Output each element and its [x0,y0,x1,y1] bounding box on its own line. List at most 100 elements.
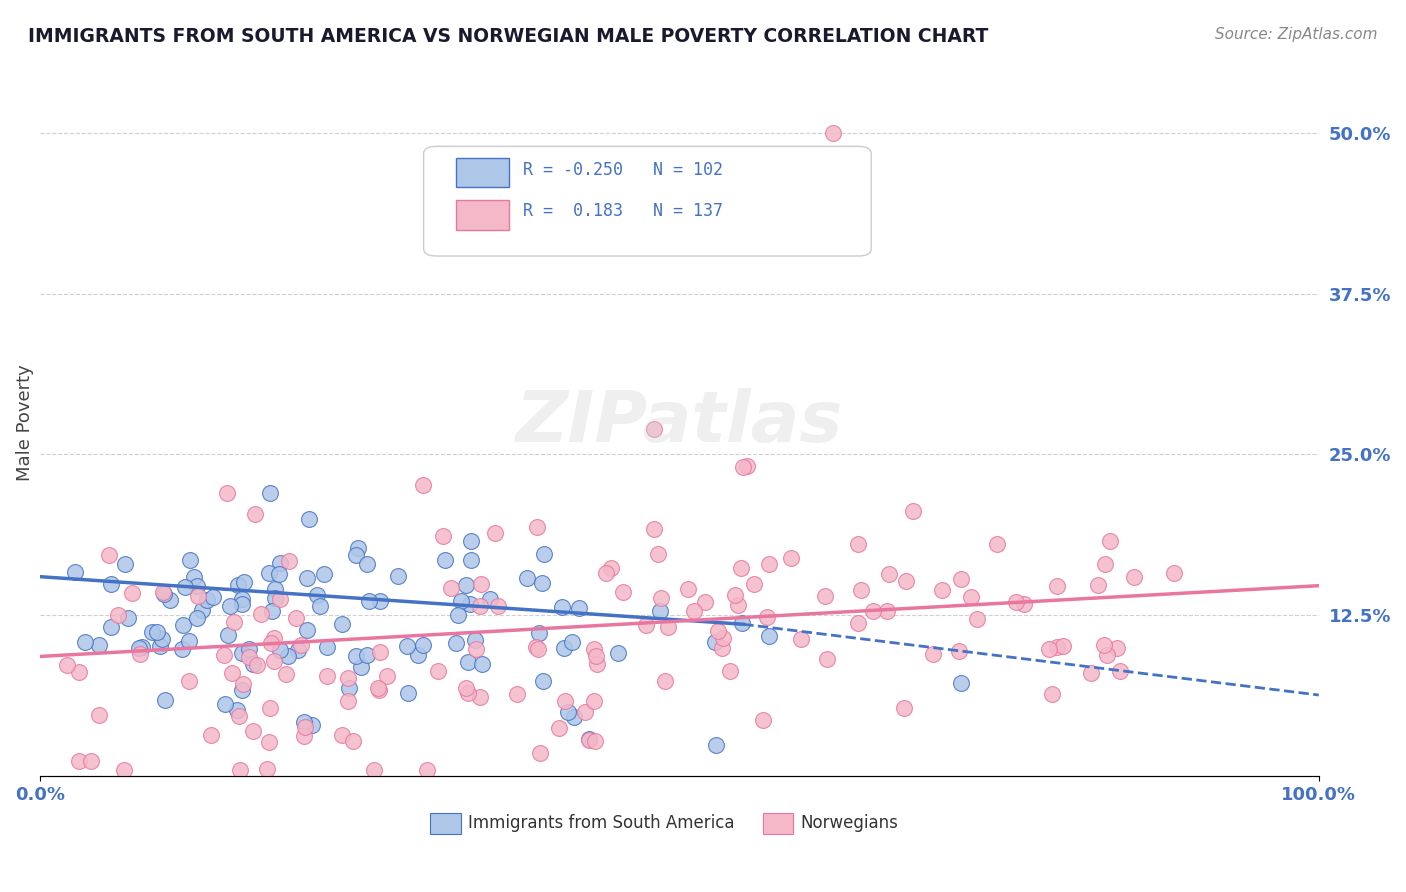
Point [780,551,803,566]
Point [950,572,973,586]
Point [314,567,336,582]
Text: R =  0.183   N = 137: R = 0.183 N = 137 [523,202,723,219]
Point [337,681,360,695]
Point [654,673,676,688]
Point [75,635,97,649]
Point [121,586,143,600]
Point [201,590,224,604]
Point [582,642,605,657]
Point [297,571,319,585]
Point [550,599,572,614]
Point [183,570,205,584]
Point [1012,597,1035,611]
Point [484,526,506,541]
Point [901,504,924,518]
Point [292,714,315,729]
Point [396,639,419,653]
Point [557,706,579,720]
Point [470,577,492,591]
Point [526,642,548,657]
Text: Immigrants from South America: Immigrants from South America [468,814,735,832]
Point [367,681,389,695]
Point [100,576,122,591]
Point [657,620,679,634]
Point [412,638,434,652]
Point [67,755,90,769]
Point [347,541,370,556]
Point [704,738,727,752]
Point [582,694,605,708]
Point [471,657,494,671]
Point [731,615,754,630]
Point [260,604,283,618]
Point [578,733,600,747]
Point [305,588,328,602]
Point [950,676,973,690]
Point [229,763,252,777]
Point [368,645,391,659]
Point [257,566,280,580]
Point [231,646,253,660]
Point [259,701,281,715]
Point [527,625,550,640]
Point [650,604,672,618]
Point [215,485,238,500]
Point [464,632,486,647]
Point [458,597,481,611]
Point [231,683,253,698]
Point [846,615,869,630]
Point [752,713,775,727]
Point [217,628,239,642]
Point [561,635,583,649]
Point [921,648,943,662]
Point [278,554,301,568]
Point [470,599,492,613]
Point [1163,566,1185,580]
Point [290,638,312,652]
Point [682,604,704,618]
Point [246,657,269,672]
Point [179,553,201,567]
Point [242,657,264,671]
Point [548,721,571,735]
Point [612,584,634,599]
Bar [456,200,509,230]
Point [344,548,367,562]
Point [269,556,291,570]
Point [342,734,364,748]
Point [876,604,898,618]
Point [226,578,249,592]
Point [718,664,741,678]
Point [242,724,264,739]
Point [1095,648,1118,663]
Point [1092,638,1115,652]
Point [128,640,150,655]
Point [179,633,201,648]
Point [191,603,214,617]
Point [387,569,409,583]
Point [173,580,195,594]
Text: ZIPatlas: ZIPatlas [516,388,844,457]
Point [526,519,548,533]
Text: Norwegians: Norwegians [801,814,898,832]
Bar [430,813,461,834]
Point [703,635,725,649]
Point [200,728,222,742]
Point [375,669,398,683]
Point [408,648,430,663]
Point [131,640,153,655]
Point [177,674,200,689]
Point [599,561,621,575]
Point [172,618,194,632]
Point [568,601,591,615]
Point [238,649,260,664]
Point [1094,557,1116,571]
Point [756,609,779,624]
Point [574,705,596,719]
Point [595,566,617,580]
Point [468,690,491,704]
Point [233,575,256,590]
Point [460,534,482,549]
Point [1038,642,1060,657]
Point [159,592,181,607]
